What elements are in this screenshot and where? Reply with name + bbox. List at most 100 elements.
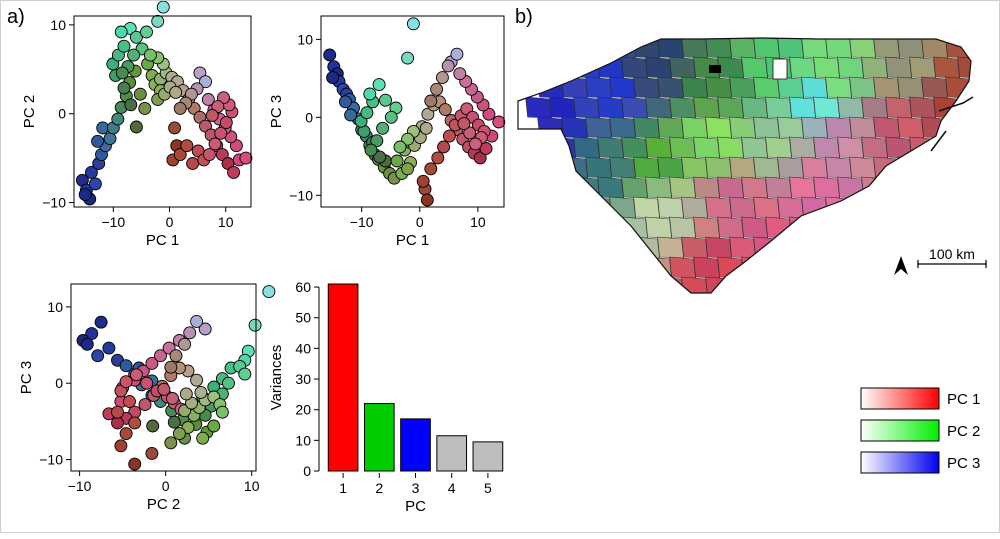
scatter-point	[248, 318, 262, 332]
scatter-point	[151, 14, 165, 28]
county	[789, 216, 816, 239]
county	[765, 96, 792, 119]
county	[585, 116, 612, 139]
county	[657, 156, 684, 179]
county	[957, 136, 971, 159]
county	[825, 76, 852, 99]
county	[537, 38, 564, 59]
county	[813, 56, 840, 79]
scatter-point	[123, 395, 136, 408]
county	[729, 276, 756, 293]
county	[777, 116, 804, 139]
county	[897, 236, 924, 259]
county	[693, 176, 720, 199]
y-axis-label: PC 3	[268, 95, 285, 128]
county	[801, 156, 828, 179]
scatter-point	[419, 121, 433, 135]
scatter-point	[117, 81, 131, 95]
county	[693, 256, 720, 279]
county	[885, 96, 912, 119]
county	[885, 176, 912, 199]
county	[633, 76, 660, 99]
scatter-point	[438, 103, 452, 117]
y-tick-label: 0	[58, 106, 66, 122]
scatter-point	[463, 126, 477, 140]
county	[729, 156, 756, 179]
county	[789, 56, 816, 79]
county	[633, 38, 660, 59]
county	[621, 96, 648, 119]
scatter-point	[119, 427, 133, 441]
county	[813, 176, 840, 199]
county	[861, 56, 888, 79]
county	[777, 156, 804, 179]
county	[885, 56, 912, 79]
county	[933, 96, 960, 119]
county	[849, 236, 876, 259]
scatter-point	[111, 405, 124, 419]
scatter-point	[94, 315, 108, 329]
county	[885, 216, 912, 239]
county	[897, 116, 924, 139]
county	[645, 56, 672, 79]
county	[645, 136, 672, 159]
county	[777, 236, 804, 259]
county	[765, 136, 792, 159]
county	[849, 196, 876, 219]
scatter-point	[119, 375, 133, 389]
county	[657, 116, 684, 139]
county	[897, 38, 924, 59]
scatter-point	[344, 108, 358, 122]
county	[933, 56, 960, 79]
county	[525, 56, 552, 79]
scatter-point	[373, 150, 387, 164]
county	[945, 196, 971, 219]
scatter-point	[183, 326, 197, 340]
county	[525, 256, 552, 279]
county	[982, 217, 1000, 238]
county	[717, 136, 744, 159]
county	[825, 38, 852, 59]
panel-label-a: a)	[7, 6, 25, 28]
bar-pc-5	[472, 441, 504, 472]
x-axis-label: PC 1	[146, 232, 179, 249]
county	[825, 276, 852, 293]
county	[669, 216, 696, 239]
county	[597, 136, 624, 159]
scatter-pc1-pc3: −10 0 10 −10 0 10 PC 1 PC 3	[268, 15, 506, 249]
scatter-point	[173, 101, 187, 115]
county	[741, 56, 768, 79]
scatter-point	[84, 165, 98, 179]
county	[657, 76, 684, 99]
county	[994, 157, 1000, 178]
county	[813, 136, 840, 159]
county	[777, 196, 804, 219]
county	[609, 276, 636, 293]
legend-swatch-pc3	[860, 451, 940, 474]
scatter-point	[441, 59, 455, 73]
scatter-point	[164, 360, 178, 374]
y-axis-label: Variances	[268, 345, 285, 411]
scatter-point	[190, 373, 204, 387]
x-tick-label: 0	[166, 214, 174, 230]
county	[885, 136, 912, 159]
county	[837, 216, 864, 239]
scale-bar: 100 km	[917, 246, 987, 268]
county	[585, 156, 612, 179]
county	[994, 237, 1000, 258]
county	[537, 76, 564, 99]
bar-pc-3	[400, 418, 431, 472]
county	[537, 276, 564, 293]
x-tick-label: −10	[68, 478, 92, 494]
county	[994, 77, 1000, 98]
y-tick-label: 20	[295, 402, 311, 418]
scatter-point	[424, 94, 438, 108]
county	[573, 176, 600, 199]
county	[753, 76, 780, 99]
scatter-point	[435, 71, 449, 85]
panel-label-b: b)	[515, 6, 533, 28]
county	[585, 196, 612, 219]
county	[969, 116, 971, 139]
x-tick-label: 10	[218, 214, 234, 230]
county	[789, 96, 816, 119]
